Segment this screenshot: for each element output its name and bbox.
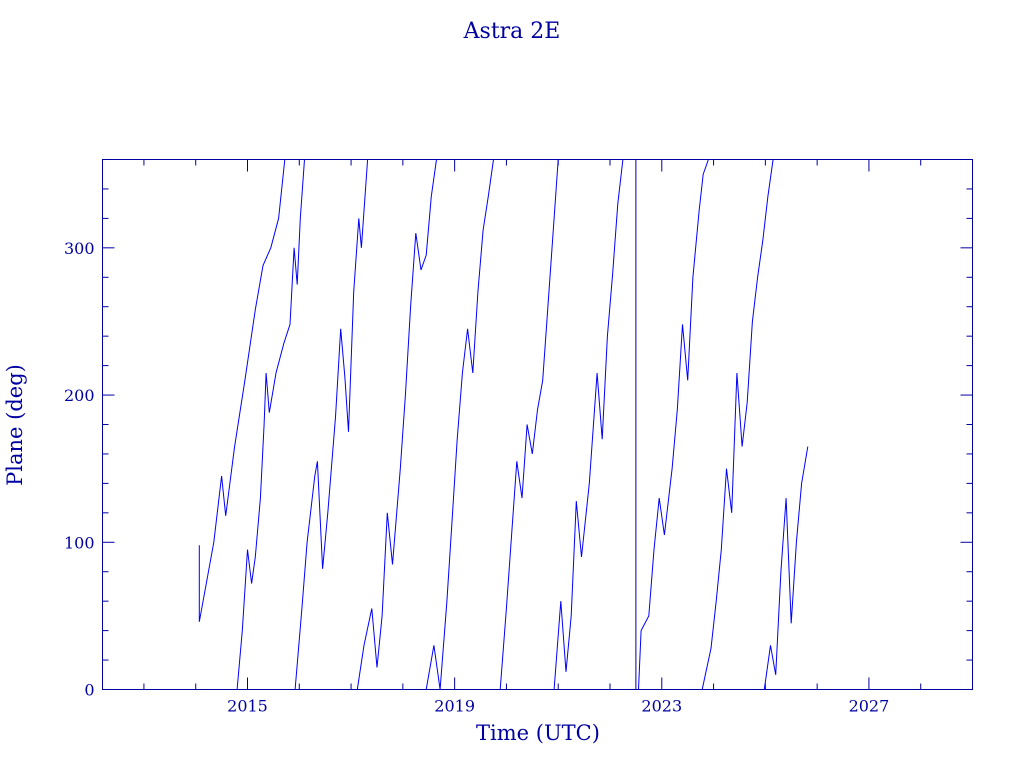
x-tick-label: 2023: [641, 697, 682, 716]
y-tick-label: 0: [84, 681, 94, 700]
x-axis-label: Time (UTC): [476, 721, 600, 745]
axis-tick-labels: 2015 2019 2023 2027 0 100 200 300: [64, 239, 889, 716]
y-tick-label: 100: [64, 533, 95, 552]
series-line-5: [425, 159, 494, 690]
series-line-7: [553, 159, 624, 690]
x-tick-label: 2015: [227, 697, 268, 716]
plot-frame: [102, 159, 973, 690]
series-line-6: [499, 159, 559, 690]
y-tick-label: 200: [64, 386, 95, 405]
series-line-9: [701, 159, 774, 690]
chart-title: Astra 2E: [463, 19, 561, 44]
y-axis-label: Plane (deg): [3, 364, 27, 486]
x-tick-label: 2019: [434, 697, 475, 716]
series-line-10: [763, 446, 809, 690]
y-tick-label: 300: [64, 239, 95, 258]
series-line-1: [198, 159, 286, 622]
series-line-8: [638, 159, 709, 690]
series-line-3: [294, 159, 369, 690]
series-line-4: [356, 159, 437, 690]
x-tick-label: 2027: [849, 697, 890, 716]
axis-ticks: [102, 159, 973, 690]
series-line-2: [236, 159, 305, 690]
plot-series: [198, 159, 809, 690]
